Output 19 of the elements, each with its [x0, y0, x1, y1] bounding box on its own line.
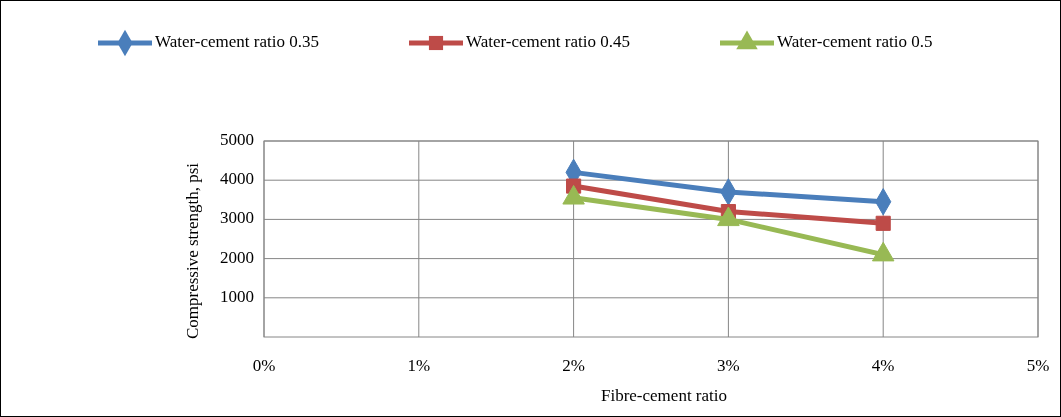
x-tick-label: 3% — [717, 356, 740, 375]
x-tick-label: 0% — [252, 356, 276, 375]
x-axis-title: Fibre-cement ratio — [600, 386, 728, 405]
y-tick-label: 5000 — [220, 129, 254, 149]
y-tick-label: 4000 — [220, 169, 254, 189]
y-axis-title: Compressive strength, psi — [183, 162, 202, 340]
legend-label: Water-cement ratio 0.5 — [777, 31, 933, 51]
point — [875, 215, 891, 231]
y-tick-label: 1000 — [220, 286, 254, 306]
x-tick-label: 4% — [871, 356, 895, 375]
y-tick-label: 2000 — [220, 247, 254, 267]
x-tick-label: 1% — [407, 356, 431, 375]
point — [871, 241, 895, 262]
legend-label: Water-cement ratio 0.45 — [466, 31, 630, 51]
x-tick-label: 5% — [1026, 356, 1050, 375]
y-tick-label: 3000 — [220, 208, 254, 228]
x-tick-label: 2% — [562, 356, 585, 375]
point — [717, 206, 740, 227]
legend-label: Water-cement ratio 0.35 — [155, 31, 319, 51]
